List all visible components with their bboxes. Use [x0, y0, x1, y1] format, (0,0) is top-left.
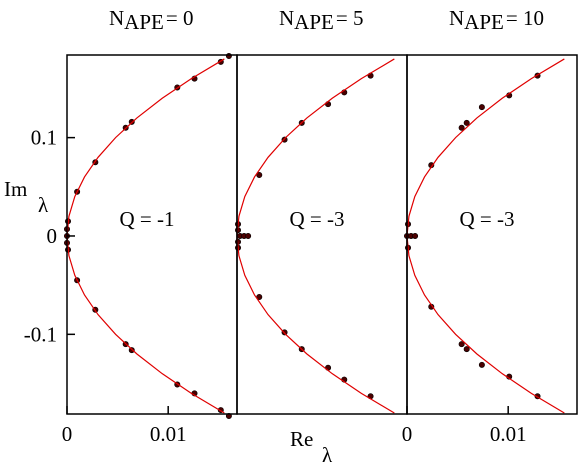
panel-title: NAPE= 0 — [109, 6, 193, 34]
data-point — [463, 119, 470, 126]
panel-title: NAPE= 5 — [279, 6, 363, 34]
title-base: N — [279, 6, 294, 30]
data-point — [478, 361, 485, 368]
title-subscript: APE — [294, 10, 334, 34]
plot-frame — [66, 54, 238, 415]
annotation: Q = -3 — [459, 207, 514, 231]
fit-curve — [406, 58, 565, 414]
data-point — [458, 124, 465, 131]
x-tick-label: 0.01 — [490, 422, 527, 446]
fit-curve — [236, 58, 395, 414]
x-tick-label: 0 — [402, 422, 413, 446]
y-axis-label: Im — [4, 177, 27, 201]
data-point — [245, 232, 252, 239]
x-axis-label: Re — [290, 427, 313, 451]
annotation: Q = -3 — [289, 207, 344, 231]
title-base: N — [109, 6, 124, 30]
title-rest: = 5 — [336, 6, 364, 30]
title-rest: = 0 — [166, 6, 194, 30]
plot-frame — [406, 54, 578, 415]
annotation: Q = -1 — [119, 207, 174, 231]
x-tick-label: 0.01 — [150, 422, 187, 446]
y-tick-label: -0.1 — [24, 322, 57, 346]
x-tick-label: 0 — [62, 422, 73, 446]
title-rest: = 10 — [506, 6, 544, 30]
plot-frame — [236, 54, 408, 415]
y-tick-label: 0 — [47, 224, 58, 248]
data-point — [412, 232, 419, 239]
data-point — [225, 52, 232, 59]
data-point — [478, 104, 485, 111]
panel-title: NAPE= 10 — [449, 6, 544, 34]
x-axis-label-sub: λ — [322, 443, 333, 464]
data-point — [463, 346, 470, 353]
y-axis-label-sub: λ — [38, 193, 49, 217]
fit-curve — [66, 58, 225, 414]
title-subscript: APE — [464, 10, 504, 34]
y-tick-label: 0.1 — [31, 126, 57, 150]
title-base: N — [449, 6, 464, 30]
title-subscript: APE — [124, 10, 164, 34]
data-point — [458, 341, 465, 348]
